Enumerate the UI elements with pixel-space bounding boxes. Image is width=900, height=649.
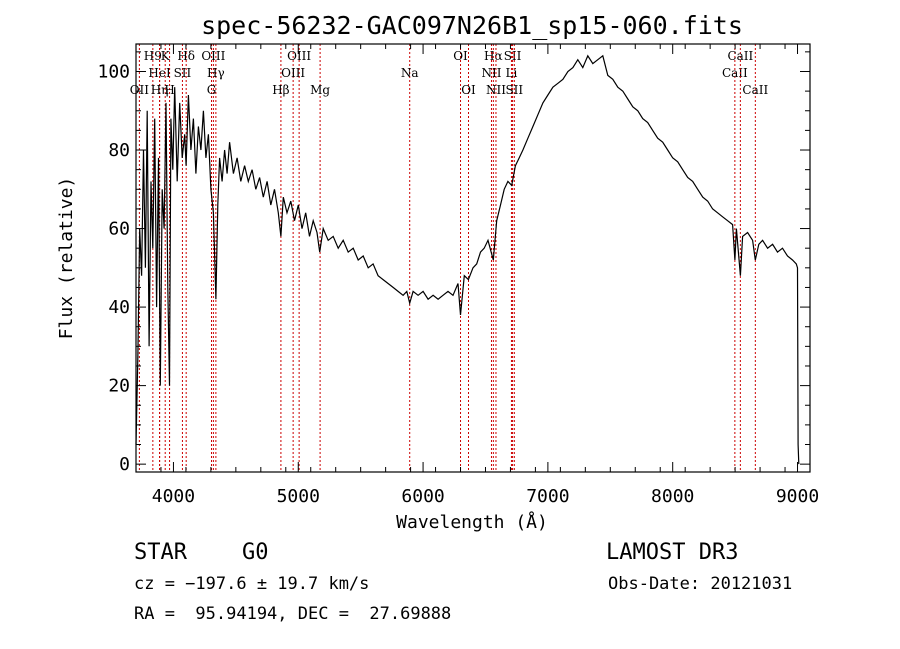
plot-frame (135, 43, 811, 473)
spectral-line-label: SII (504, 49, 522, 63)
axis-ticks: 4000 5000 6000 7000 8000 9000 0 20 40 60 80 100 (97, 44, 819, 507)
spectral-line-label: Hα (484, 49, 503, 63)
x-tick-label: 7000 (526, 486, 569, 507)
chart-title: spec-56232-GAC097N26B1_sp15-060.fits (201, 11, 743, 40)
x-tick-label: 5000 (277, 486, 320, 507)
spectral-line-label: OII (130, 83, 150, 97)
spectral-line-label: SII (174, 66, 192, 80)
spectral-line-label: NII (486, 83, 506, 97)
x-tick-label: 6000 (401, 486, 444, 507)
spectral-line-label: Hη (151, 83, 169, 97)
x-tick-label: 4000 (152, 486, 195, 507)
spectral-line-label: SII (505, 83, 523, 97)
x-tick-label: 8000 (651, 486, 694, 507)
object-subclass: G0 (242, 540, 269, 565)
y-tick-label: 60 (108, 219, 130, 240)
spectral-line-label: CaII (722, 66, 748, 80)
y-tick-label: 100 (97, 61, 130, 82)
spectral-line-label: Li (506, 66, 518, 80)
spectrum-line (135, 54, 800, 465)
spectral-line-label: Hδ (177, 49, 195, 63)
y-tick-label: 40 (108, 297, 130, 318)
spectral-line-label: H9 (144, 49, 162, 63)
spectral-line-label: K (161, 49, 171, 63)
spectral-line-label: Hγ (207, 66, 225, 80)
redshift-value: cz = −197.6 ± 19.7 km/s (134, 574, 370, 594)
y-axis-label: Flux (relative) (56, 177, 77, 340)
spectrum-series (135, 54, 800, 465)
object-class: STAR (134, 540, 187, 565)
y-tick-label: 20 (108, 376, 130, 397)
spectral-line-label: Hβ (272, 83, 289, 97)
x-tick-label: 9000 (776, 486, 819, 507)
observation-date: Obs-Date: 20121031 (608, 574, 793, 594)
x-axis-label: Wavelength (Å) (396, 511, 548, 533)
spectral-line-label: CaII (742, 83, 768, 97)
y-tick-label: 0 (119, 454, 130, 475)
spectral-line-label: OIII (287, 49, 311, 63)
spectral-line-label: OI (453, 49, 468, 63)
survey-name: LAMOST DR3 (606, 540, 739, 565)
spectral-line-label: Na (401, 66, 419, 80)
spectral-line-label: CaII (727, 49, 753, 63)
spectral-line-label: NII (481, 66, 501, 80)
spectral-line-label: H (164, 83, 174, 97)
spectral-line-label: Mg (310, 83, 330, 97)
coordinates: RA = 95.94194, DEC = 27.69888 (134, 604, 452, 624)
spectral-line-label: OI (461, 83, 476, 97)
spectral-line-label: G (207, 83, 217, 97)
y-tick-label: 80 (108, 140, 130, 161)
spectral-line-label: OIII (281, 66, 305, 80)
spectral-line-label: OIII (201, 49, 225, 63)
